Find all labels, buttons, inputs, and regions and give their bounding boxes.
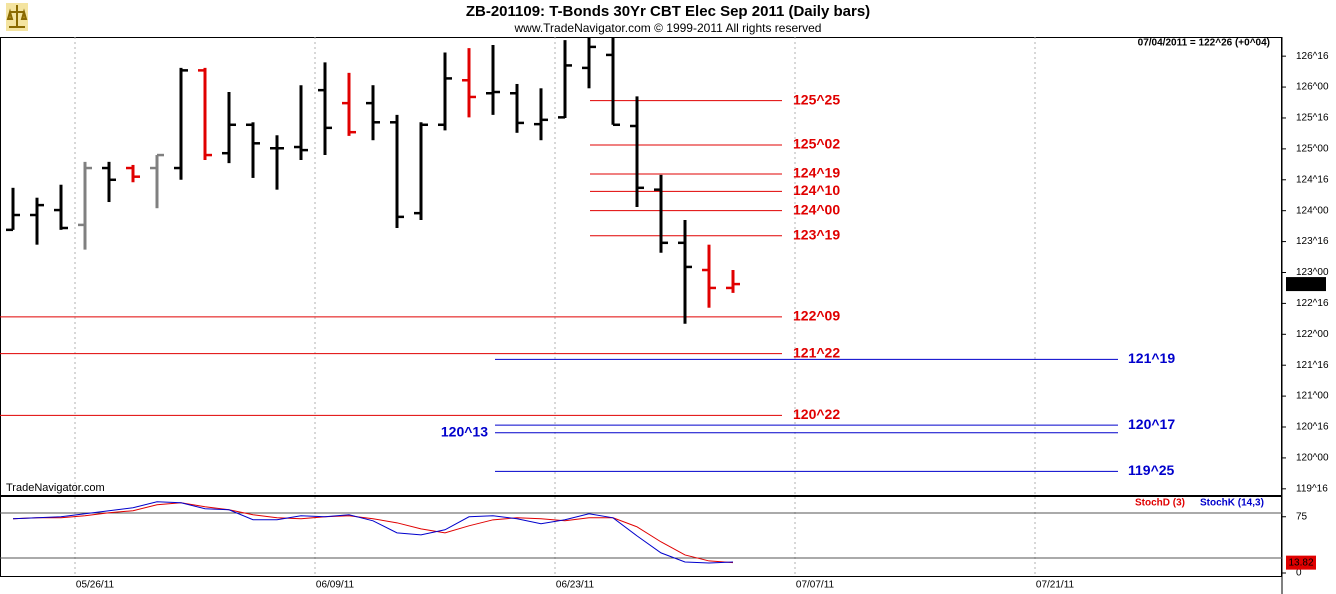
logo — [6, 3, 28, 31]
y-tick-label: 122^16 — [1296, 298, 1329, 309]
x-tick-label: 06/23/11 — [556, 580, 595, 591]
level-label: 119^25 — [1128, 462, 1175, 478]
level-label: 122^09 — [793, 308, 840, 324]
level-label: 121^22 — [793, 344, 840, 360]
y-tick-label: 123^16 — [1296, 236, 1329, 247]
y-tick-label: 75 — [1296, 511, 1308, 522]
level-label: 120^13 — [441, 424, 488, 440]
legend-entry: StochD (3) — [1135, 498, 1185, 509]
y-tick-label: 125^00 — [1296, 144, 1329, 155]
y-tick-label: 0 — [1296, 568, 1302, 579]
last-price-label: 122^26 — [1290, 279, 1323, 290]
legend-entry: StochK (14,3) — [1200, 498, 1264, 509]
y-tick-label: 121^00 — [1296, 391, 1329, 402]
y-tick-label: 126^16 — [1296, 51, 1329, 62]
level-label: 124^00 — [793, 201, 840, 217]
y-tick-label: 119^16 — [1296, 483, 1328, 494]
watermark: TradeNavigator.com — [6, 482, 105, 494]
x-tick-label: 07/21/11 — [1036, 580, 1075, 591]
y-tick-label: 125^16 — [1296, 113, 1329, 124]
y-tick-label: 124^00 — [1296, 205, 1329, 216]
level-label: 124^19 — [793, 165, 840, 181]
stoch-line — [12, 501, 734, 564]
last-stoch-label: 13.82 — [1288, 557, 1313, 568]
level-label: 125^02 — [793, 136, 840, 152]
x-tick-label: 05/26/11 — [76, 580, 115, 591]
bars — [6, 37, 740, 324]
y-tick-label: 121^16 — [1296, 360, 1329, 371]
y-tick-label: 124^16 — [1296, 174, 1329, 185]
level-label: 120^22 — [793, 406, 840, 422]
level-label: 121^19 — [1128, 350, 1175, 366]
level-label: 123^19 — [793, 226, 840, 242]
y-tick-label: 123^00 — [1296, 267, 1329, 278]
y-tick-label: 126^00 — [1296, 82, 1329, 93]
chart-title: ZB-201109: T-Bonds 30Yr CBT Elec Sep 201… — [466, 3, 870, 20]
y-tick-label: 120^16 — [1296, 422, 1329, 433]
chart-subtitle: www.TradeNavigator.com © 1999-2011 All r… — [514, 21, 822, 35]
level-label: 120^17 — [1128, 416, 1175, 432]
y-tick-label: 122^00 — [1296, 329, 1329, 340]
level-label: 124^10 — [793, 182, 840, 198]
y-tick-label: 120^00 — [1296, 453, 1329, 464]
last-stoch-box — [1286, 555, 1316, 570]
last-info: 07/04/2011 = 122^26 (+0^04) — [1138, 38, 1270, 49]
last-price-box — [1286, 277, 1326, 292]
level-label: 125^25 — [793, 91, 840, 107]
x-tick-label: 06/09/11 — [316, 580, 355, 591]
x-tick-label: 07/07/11 — [796, 580, 835, 591]
